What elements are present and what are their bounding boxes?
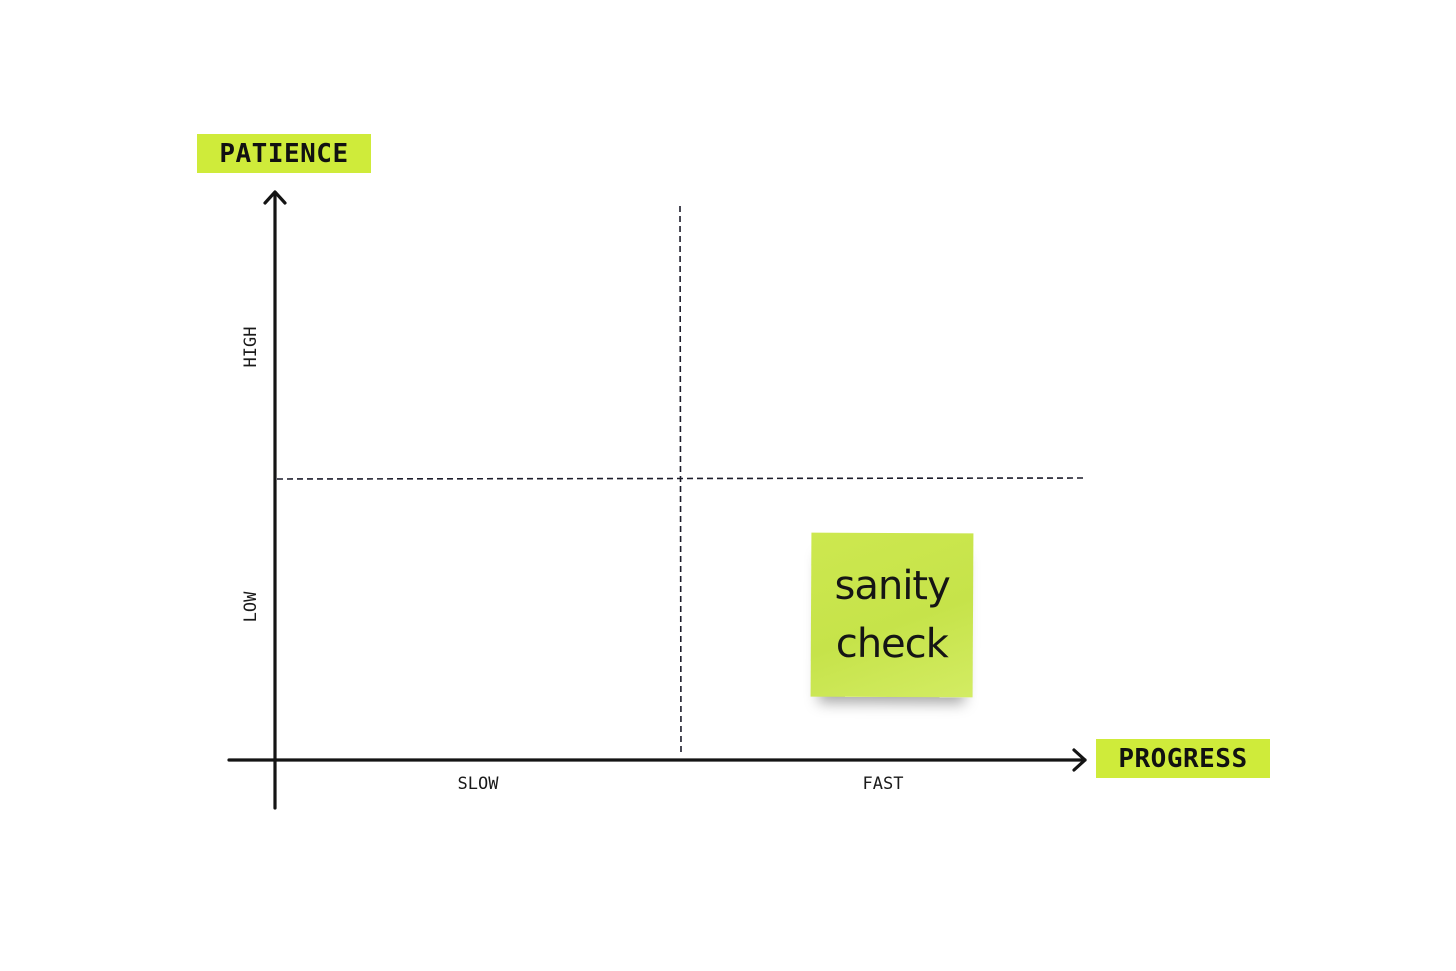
x-tick-slow: SLOW bbox=[457, 774, 499, 794]
vertical-divider bbox=[679, 205, 682, 756]
y-axis-arrowhead bbox=[263, 190, 287, 205]
x-tick-fast: FAST bbox=[862, 774, 904, 794]
y-tick-high: HIGH bbox=[241, 326, 261, 368]
y-axis-title: PATIENCE bbox=[197, 134, 371, 173]
sticky-note[interactable]: sanity check bbox=[810, 532, 974, 698]
sticky-note-text: sanity check bbox=[834, 562, 950, 668]
x-axis-title: PROGRESS bbox=[1096, 739, 1270, 778]
y-tick-low: LOW bbox=[241, 591, 261, 623]
x-axis-arrowhead bbox=[1072, 748, 1087, 772]
